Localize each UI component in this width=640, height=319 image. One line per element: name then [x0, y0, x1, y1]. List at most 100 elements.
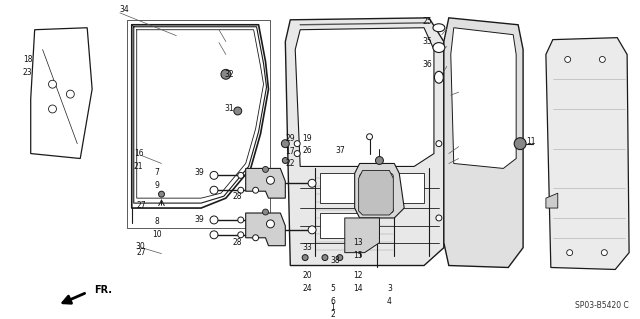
- Circle shape: [564, 56, 571, 63]
- Polygon shape: [358, 170, 394, 215]
- Text: 12: 12: [353, 271, 362, 280]
- Text: 22: 22: [285, 159, 295, 168]
- Text: 38: 38: [330, 256, 340, 265]
- Circle shape: [600, 56, 605, 63]
- Circle shape: [253, 235, 259, 241]
- Circle shape: [566, 250, 573, 256]
- Text: 15: 15: [353, 251, 362, 260]
- Circle shape: [238, 172, 244, 178]
- Text: 4: 4: [387, 297, 392, 306]
- Circle shape: [266, 176, 275, 184]
- Text: 24: 24: [302, 284, 312, 293]
- Circle shape: [387, 173, 394, 179]
- Circle shape: [387, 207, 394, 213]
- Bar: [320, 213, 380, 238]
- Text: 9: 9: [154, 181, 159, 190]
- Ellipse shape: [435, 71, 444, 83]
- Circle shape: [602, 250, 607, 256]
- Text: 36: 36: [422, 60, 432, 69]
- Polygon shape: [546, 38, 629, 270]
- Circle shape: [436, 215, 442, 221]
- Text: 27: 27: [137, 201, 147, 210]
- Circle shape: [234, 107, 242, 115]
- Circle shape: [210, 186, 218, 194]
- Polygon shape: [345, 218, 380, 253]
- Circle shape: [436, 141, 442, 147]
- Circle shape: [238, 187, 244, 193]
- Text: 8: 8: [154, 218, 159, 226]
- Text: 23: 23: [23, 68, 33, 77]
- Circle shape: [514, 138, 526, 150]
- Circle shape: [282, 140, 289, 148]
- Polygon shape: [451, 28, 516, 168]
- Bar: [127, 20, 271, 228]
- Circle shape: [159, 191, 164, 197]
- Circle shape: [221, 69, 231, 79]
- Ellipse shape: [433, 24, 445, 32]
- Circle shape: [49, 105, 56, 113]
- Text: 13: 13: [353, 238, 362, 247]
- Text: SP03-B5420 C: SP03-B5420 C: [575, 301, 629, 310]
- Text: 29: 29: [285, 134, 295, 143]
- Polygon shape: [31, 28, 92, 159]
- Circle shape: [308, 179, 316, 187]
- Text: 3: 3: [387, 284, 392, 293]
- Circle shape: [266, 220, 275, 228]
- Text: 11: 11: [526, 137, 536, 146]
- Circle shape: [210, 231, 218, 239]
- Circle shape: [262, 167, 269, 172]
- Text: 37: 37: [335, 146, 345, 155]
- Text: 14: 14: [353, 284, 362, 293]
- Circle shape: [238, 217, 244, 223]
- Circle shape: [262, 209, 269, 215]
- Text: 32: 32: [224, 70, 234, 79]
- Circle shape: [376, 157, 383, 165]
- Text: 19: 19: [302, 134, 312, 143]
- Ellipse shape: [433, 43, 445, 53]
- Text: 6: 6: [330, 297, 335, 306]
- Text: 16: 16: [134, 149, 143, 158]
- Text: 39: 39: [195, 215, 204, 225]
- Circle shape: [308, 226, 316, 234]
- Bar: [320, 173, 380, 203]
- Circle shape: [210, 171, 218, 179]
- Circle shape: [253, 187, 259, 193]
- Polygon shape: [285, 18, 444, 265]
- Text: 34: 34: [119, 5, 129, 14]
- Bar: [385, 173, 424, 203]
- Text: FR.: FR.: [94, 285, 112, 295]
- Circle shape: [238, 232, 244, 238]
- Polygon shape: [546, 193, 558, 208]
- Text: 25: 25: [422, 17, 432, 26]
- Circle shape: [360, 173, 365, 179]
- Text: 27: 27: [137, 248, 147, 257]
- Text: 20: 20: [302, 271, 312, 280]
- Circle shape: [210, 216, 218, 224]
- Text: 17: 17: [285, 147, 295, 156]
- Circle shape: [67, 90, 74, 98]
- Circle shape: [302, 255, 308, 261]
- Polygon shape: [246, 168, 285, 198]
- Polygon shape: [246, 213, 285, 246]
- Circle shape: [337, 255, 343, 261]
- Circle shape: [367, 134, 372, 140]
- Circle shape: [49, 80, 56, 88]
- Polygon shape: [444, 18, 523, 268]
- Text: 39: 39: [195, 168, 204, 177]
- Text: 5: 5: [330, 284, 335, 293]
- Polygon shape: [355, 163, 404, 218]
- Circle shape: [294, 151, 300, 157]
- Text: 26: 26: [302, 146, 312, 155]
- Circle shape: [322, 255, 328, 261]
- Text: 35: 35: [422, 37, 432, 46]
- Text: 31: 31: [224, 105, 234, 114]
- Circle shape: [294, 141, 300, 147]
- Text: 18: 18: [23, 55, 33, 64]
- Text: 1: 1: [330, 303, 335, 312]
- Text: 30: 30: [136, 242, 145, 251]
- Text: 33: 33: [302, 243, 312, 252]
- Circle shape: [282, 158, 288, 163]
- Polygon shape: [295, 28, 434, 167]
- Text: 21: 21: [134, 162, 143, 171]
- Text: 28: 28: [232, 238, 241, 247]
